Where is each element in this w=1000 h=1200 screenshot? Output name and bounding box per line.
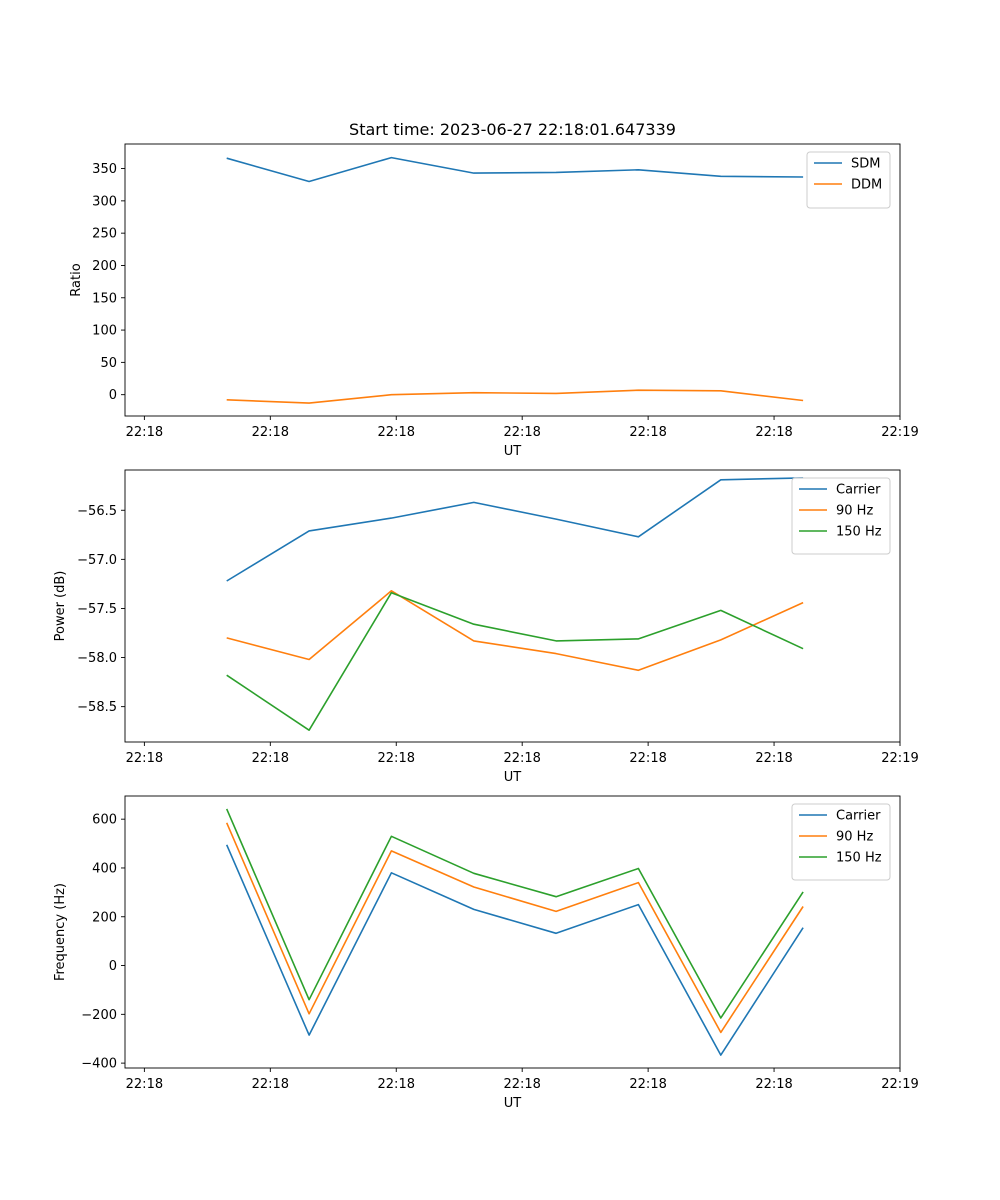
x-tick-label: 22:18	[378, 751, 415, 766]
chart-panel-2: 22:18 22:18 22:18 22:18 22:18 22:18 22:19 −58.5…	[53, 469, 919, 785]
chart-panel-3: 22:18 22:18 22:18 22:18 22:18 22:18 22:19 −400 −…	[53, 795, 919, 1111]
x-axis-label: UT	[504, 1096, 522, 1111]
x-tick-label: 22:18	[378, 425, 415, 440]
y-axis-label: Power (dB)	[53, 571, 68, 642]
legend-box	[791, 803, 891, 881]
x-axis-label: UT	[504, 770, 522, 785]
axes-frame	[124, 143, 901, 417]
y-tick-label: 200	[92, 910, 117, 925]
legend-box	[806, 151, 891, 209]
y-tick-label: −400	[81, 1057, 117, 1072]
x-tick-label: 22:18	[503, 751, 540, 766]
x-tick-label: 22:18	[252, 425, 289, 440]
legend: Carrier 90 Hz 150 Hz	[791, 803, 891, 881]
y-tick-label: 150	[92, 291, 117, 306]
y-tick-label: 300	[92, 194, 117, 209]
y-axis-label: Frequency (Hz)	[53, 883, 68, 981]
y-tick-label: 0	[109, 388, 117, 403]
y-tick-label: 100	[92, 324, 117, 339]
legend-entry: DDM	[851, 178, 882, 193]
y-tick-label: −56.5	[77, 504, 117, 519]
legend-entry: 150 Hz	[836, 851, 882, 866]
axes-frame	[124, 469, 901, 743]
series-line-carrier	[225, 844, 804, 1056]
legend-entry: SDM	[851, 157, 880, 172]
series-line-90-hz	[226, 589, 804, 672]
legend-entry: 90 Hz	[836, 830, 873, 845]
legend-entry: 150 Hz	[836, 525, 882, 540]
x-tick-label: 22:18	[755, 751, 792, 766]
legend-entry: Carrier	[836, 483, 881, 498]
y-tick-label: 350	[92, 162, 117, 177]
y-tick-label: −58.5	[77, 700, 117, 715]
series-line-sdm	[226, 156, 804, 183]
x-axis-label: UT	[504, 444, 522, 459]
x-tick-label: 22:18	[126, 1077, 163, 1092]
series-line-150-hz	[226, 591, 804, 732]
x-tick-label: 22:18	[378, 1077, 415, 1092]
x-tick-label: 22:18	[629, 425, 666, 440]
x-tick-label: 22:19	[881, 425, 918, 440]
y-tick-label: 400	[92, 861, 117, 876]
x-tick-label: 22:19	[881, 751, 918, 766]
x-tick-label: 22:18	[503, 1077, 540, 1092]
x-tick-label: 22:18	[629, 751, 666, 766]
y-tick-label: 600	[92, 813, 117, 828]
legend-entry: 90 Hz	[836, 504, 873, 519]
x-tick-label: 22:18	[252, 1077, 289, 1092]
series-line-carrier	[226, 477, 804, 582]
series-line-150-hz	[225, 808, 804, 1019]
x-tick-label: 22:18	[503, 425, 540, 440]
y-tick-label: −58.0	[77, 651, 117, 666]
chart-panel-1: Start time: 2023-06-27 22:18:01.647339 22…	[69, 120, 919, 459]
y-tick-label: 50	[100, 356, 117, 371]
legend: Carrier 90 Hz 150 Hz	[791, 477, 891, 555]
y-tick-label: −57.0	[77, 553, 117, 568]
legend: SDM DDM	[806, 151, 891, 209]
x-tick-label: 22:18	[755, 1077, 792, 1092]
y-tick-label: 200	[92, 259, 117, 274]
x-tick-label: 22:19	[881, 1077, 918, 1092]
x-tick-label: 22:18	[252, 751, 289, 766]
x-tick-label: 22:18	[126, 751, 163, 766]
chart-title: Start time: 2023-06-27 22:18:01.647339	[349, 120, 676, 139]
x-tick-label: 22:18	[629, 1077, 666, 1092]
series-line-90-hz	[225, 822, 804, 1034]
x-tick-label: 22:18	[126, 425, 163, 440]
legend-box	[791, 477, 891, 555]
y-tick-label: −200	[81, 1008, 117, 1023]
y-tick-label: 250	[92, 227, 117, 242]
legend-entry: Carrier	[836, 809, 881, 824]
y-tick-label: 0	[109, 959, 117, 974]
y-tick-label: −57.5	[77, 602, 117, 617]
series-line-ddm	[226, 389, 804, 404]
y-axis-label: Ratio	[69, 263, 84, 296]
axes-frame	[124, 795, 901, 1069]
x-tick-label: 22:18	[755, 425, 792, 440]
